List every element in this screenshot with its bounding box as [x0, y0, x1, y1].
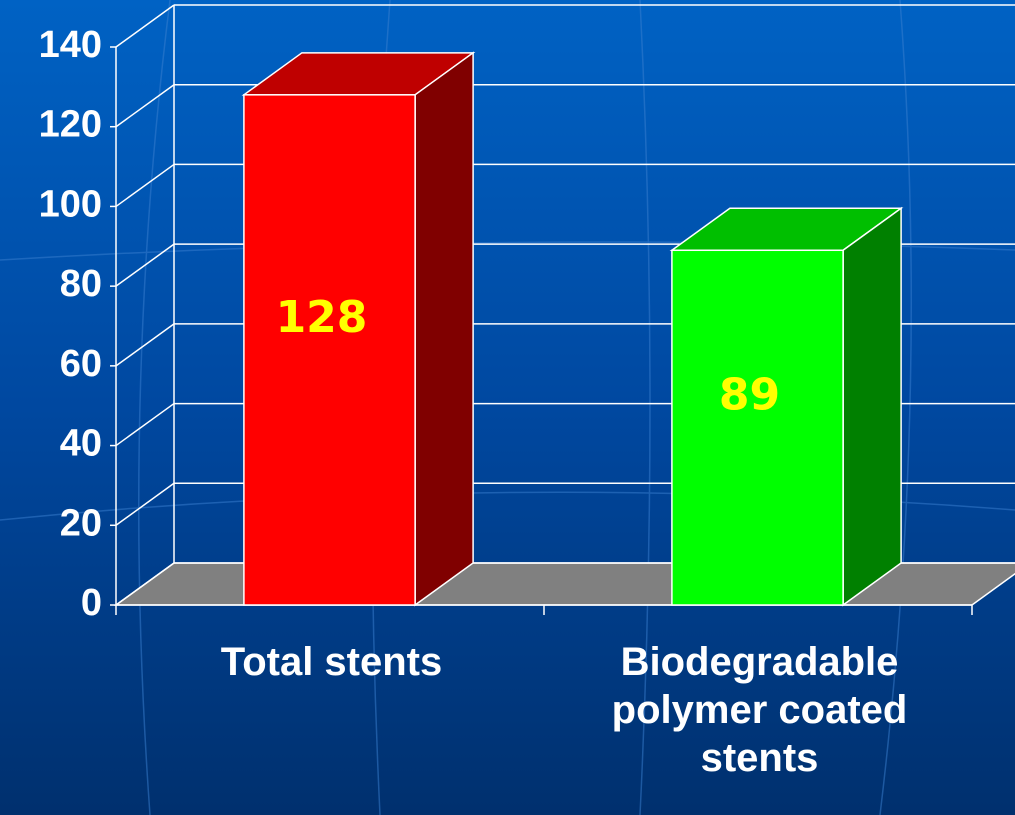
y-tick-label: 120 [39, 104, 102, 146]
y-tick-label: 140 [39, 24, 102, 66]
y-tick-label: 20 [60, 502, 102, 544]
bar [671, 249, 844, 606]
y-tick-label: 80 [60, 263, 102, 305]
y-tick-label: 0 [81, 582, 102, 624]
grid-line-side [115, 402, 175, 447]
x-tick-label: Biodegradable polymer coated stents [611, 640, 908, 780]
grid-line-side [115, 4, 175, 48]
bar [243, 94, 416, 606]
value-label: 128 [276, 292, 368, 343]
bar-side [414, 51, 474, 607]
bar-side [842, 206, 902, 607]
grid-line-side [115, 482, 175, 526]
y-tick-label: 40 [60, 423, 102, 465]
y-tick-label: 60 [60, 343, 102, 385]
grid-line-side [115, 163, 175, 208]
y-tick-label: 100 [39, 183, 102, 225]
grid-line-side [115, 84, 175, 128]
x-tick-label: Total stents [220, 640, 443, 684]
grid-line-side [115, 562, 175, 606]
grid-line-side [115, 243, 175, 287]
grid-line-side [115, 323, 175, 367]
value-label: 89 [719, 370, 780, 421]
